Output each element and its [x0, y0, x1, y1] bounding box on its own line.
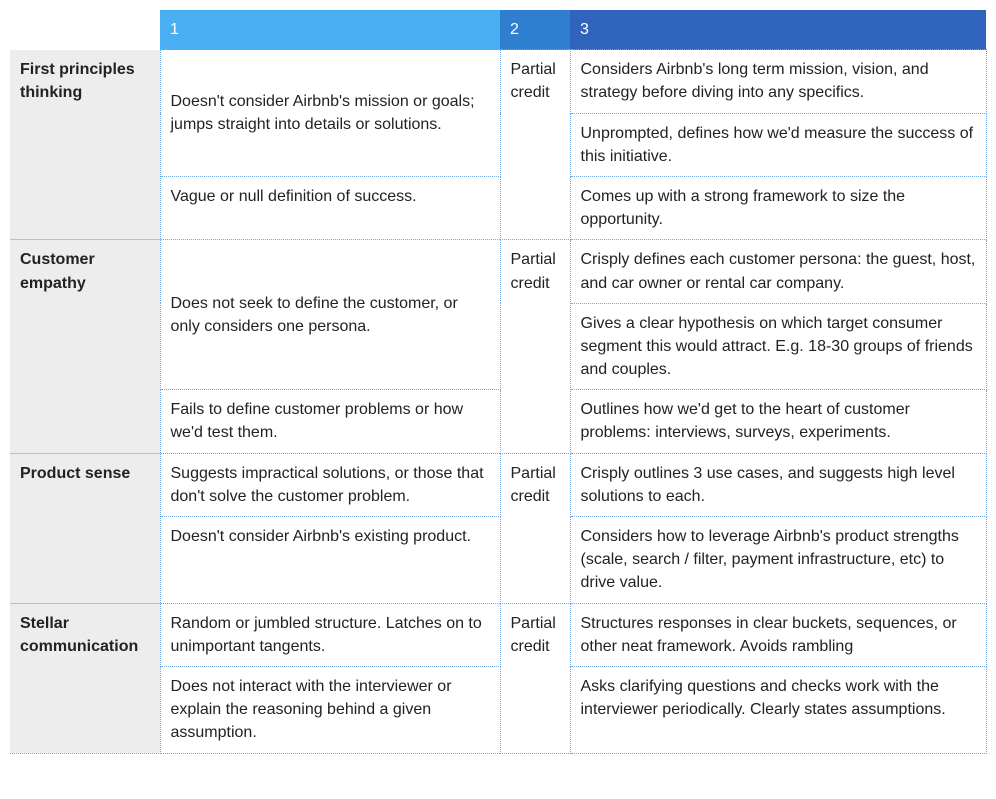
- high-cell: Considers Airbnb's long term mission, vi…: [570, 50, 986, 113]
- low-cell: Suggests impractical solutions, or those…: [160, 453, 500, 516]
- partial-credit-cell: Partial credit: [500, 50, 570, 240]
- low-cell: Random or jumbled structure. Latches on …: [160, 603, 500, 666]
- table-row: Stellar communicationRandom or jumbled s…: [10, 603, 986, 666]
- partial-credit-cell: Partial credit: [500, 603, 570, 753]
- header-blank: [10, 10, 160, 50]
- low-cell: Doesn't consider Airbnb's mission or goa…: [160, 50, 500, 177]
- table-row: Customer empathyDoes not seek to define …: [10, 240, 986, 303]
- rubric-table: 1 2 3 First principles thinkingDoesn't c…: [10, 10, 987, 754]
- table-row: First principles thinkingDoesn't conside…: [10, 50, 986, 113]
- col-header-1: 1: [160, 10, 500, 50]
- high-cell: Crisply outlines 3 use cases, and sugges…: [570, 453, 986, 516]
- low-cell: Does not interact with the interviewer o…: [160, 666, 500, 753]
- high-cell: Asks clarifying questions and checks wor…: [570, 666, 986, 753]
- high-cell: Crisply defines each customer persona: t…: [570, 240, 986, 303]
- low-cell: Fails to define customer problems or how…: [160, 390, 500, 453]
- low-cell: Vague or null definition of success.: [160, 176, 500, 239]
- col-header-3: 3: [570, 10, 986, 50]
- high-cell: Structures responses in clear buckets, s…: [570, 603, 986, 666]
- partial-credit-cell: Partial credit: [500, 453, 570, 603]
- category-label: Product sense: [10, 453, 160, 603]
- partial-credit-cell: Partial credit: [500, 240, 570, 453]
- category-label: Customer empathy: [10, 240, 160, 453]
- low-cell: Does not seek to define the customer, or…: [160, 240, 500, 390]
- high-cell: Gives a clear hypothesis on which target…: [570, 303, 986, 390]
- high-cell: Outlines how we'd get to the heart of cu…: [570, 390, 986, 453]
- category-label: Stellar communication: [10, 603, 160, 753]
- table-row: Product senseSuggests impractical soluti…: [10, 453, 986, 516]
- col-header-2: 2: [500, 10, 570, 50]
- header-row: 1 2 3: [10, 10, 986, 50]
- low-cell: Doesn't consider Airbnb's existing produ…: [160, 517, 500, 604]
- high-cell: Comes up with a strong framework to size…: [570, 176, 986, 239]
- high-cell: Unprompted, defines how we'd measure the…: [570, 113, 986, 176]
- category-label: First principles thinking: [10, 50, 160, 240]
- high-cell: Considers how to leverage Airbnb's produ…: [570, 517, 986, 604]
